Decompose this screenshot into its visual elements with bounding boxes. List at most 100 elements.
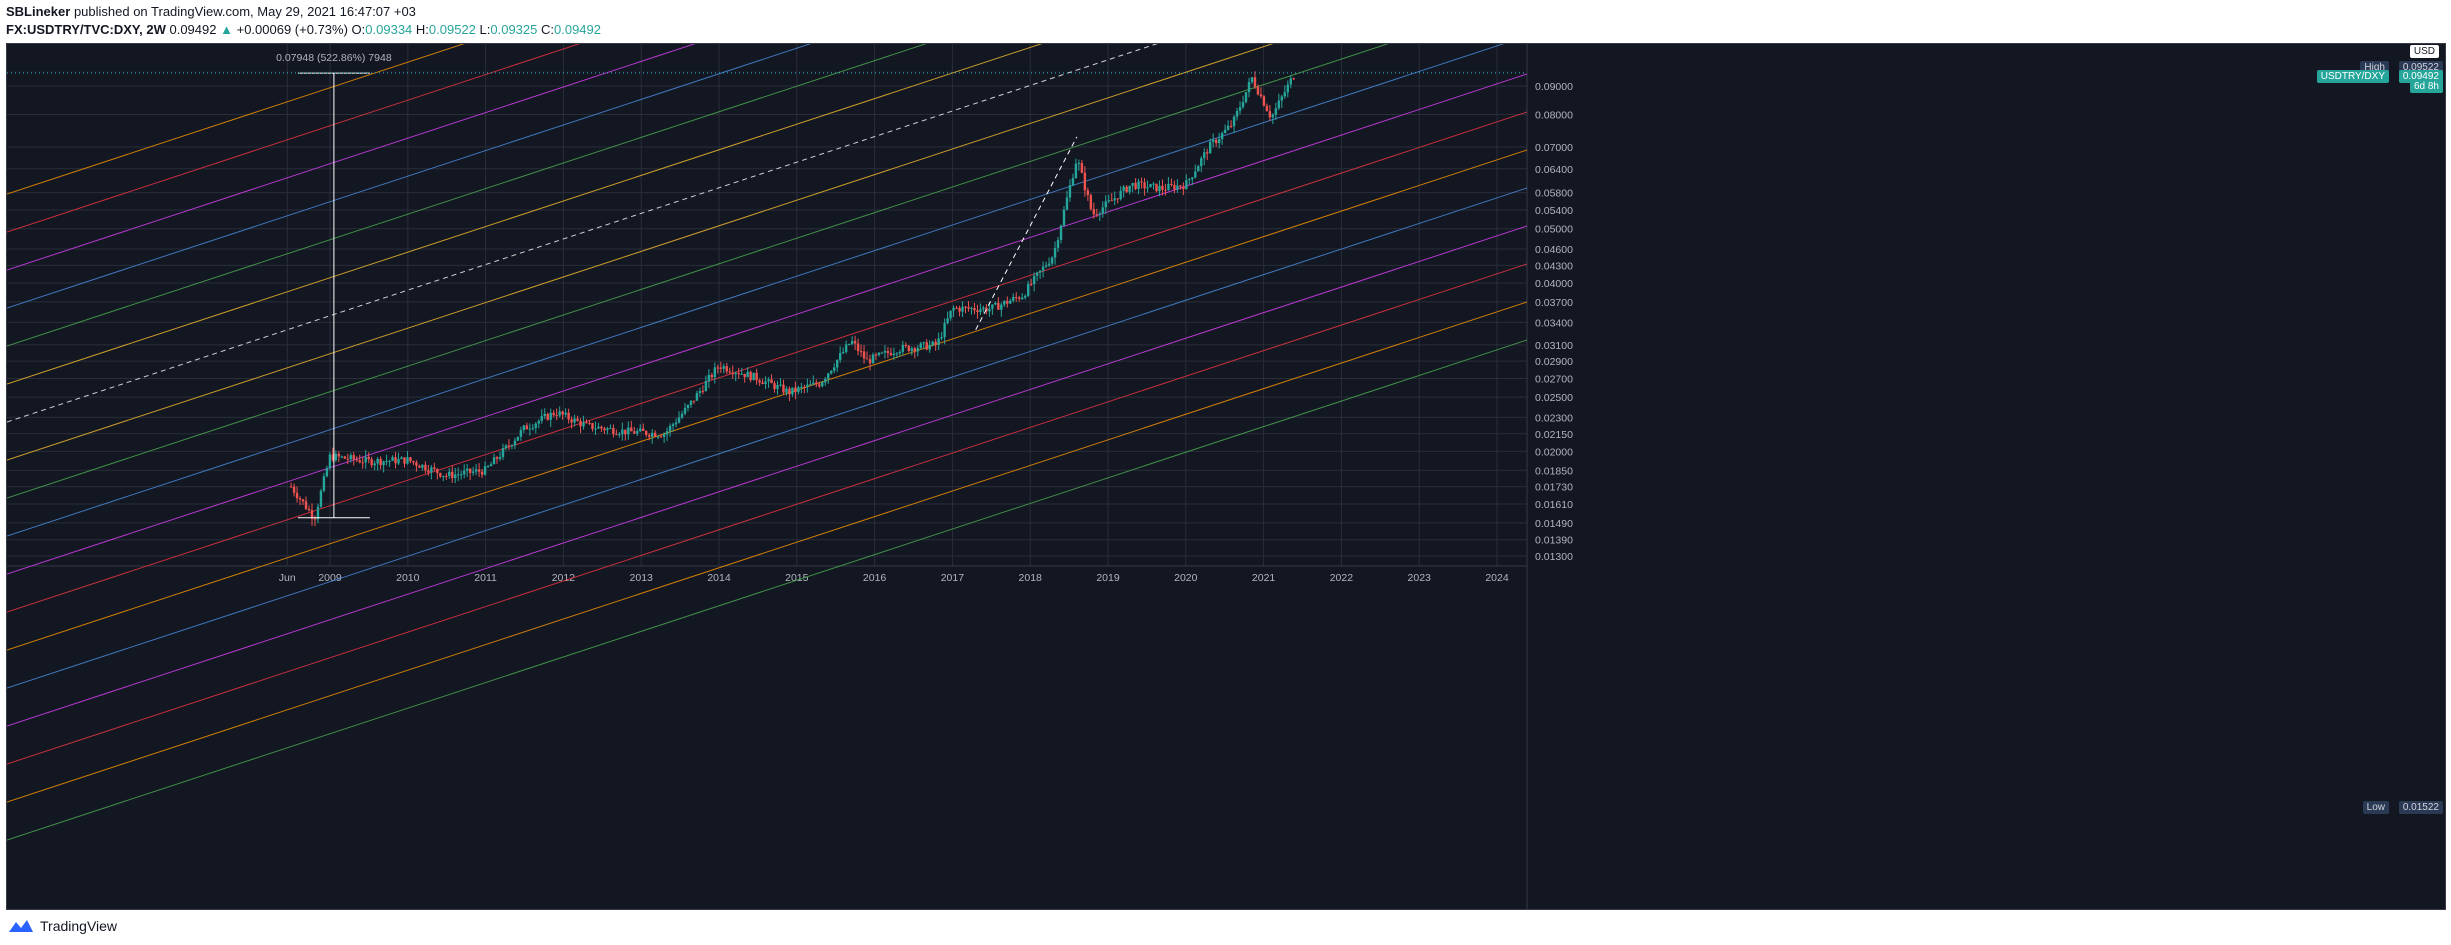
candle-body xyxy=(1095,214,1099,216)
price-chart[interactable]: 0.09000 0.08000 0.07000 0.06400 0.05800 0.054… xyxy=(7,44,2445,909)
candle-body xyxy=(552,412,555,416)
candle-body xyxy=(468,468,472,473)
candle-body xyxy=(988,308,991,312)
candle-body xyxy=(370,459,373,466)
regression-channel-line xyxy=(7,187,1528,689)
candle-body xyxy=(773,383,776,390)
candle-body xyxy=(1209,141,1212,154)
candle-body xyxy=(1116,198,1119,200)
candle-body xyxy=(504,445,508,449)
candle-body xyxy=(555,415,558,417)
high-value: 0.09522 xyxy=(428,22,476,37)
candle-body xyxy=(689,400,693,405)
candle-body xyxy=(895,353,899,355)
candle-body xyxy=(388,460,391,462)
price-axis-label: 0.09000 xyxy=(1535,81,1573,93)
price-change: +0.00069 (+0.73%) xyxy=(236,22,348,37)
candle-body xyxy=(436,468,439,474)
candle-body xyxy=(582,422,585,427)
candle-body xyxy=(633,431,636,434)
candle-body xyxy=(1286,84,1289,93)
price-axis-label: 0.02700 xyxy=(1535,373,1573,385)
candle-body xyxy=(376,458,379,464)
candle-body xyxy=(1038,270,1042,273)
candle-body xyxy=(418,465,421,468)
candle-body xyxy=(731,372,734,375)
candle-body xyxy=(1026,283,1030,296)
candle-body xyxy=(898,351,902,354)
candle-body xyxy=(1188,179,1191,181)
candle-body xyxy=(913,348,916,352)
candle-body xyxy=(835,359,839,368)
price-axis-label: 0.02500 xyxy=(1535,392,1573,404)
candle-body xyxy=(486,466,490,468)
time-axis-label: 2023 xyxy=(1408,572,1432,584)
candle-body xyxy=(355,459,358,461)
candle-body xyxy=(880,352,884,354)
candle-body xyxy=(1277,100,1281,109)
candle-body xyxy=(767,379,770,382)
symbol-name[interactable]: FX:USDTRY/TVC:DXY, 2W xyxy=(6,22,166,37)
candle-body xyxy=(1029,283,1033,285)
candle-body xyxy=(564,412,567,415)
time-axis-label: 2020 xyxy=(1174,572,1198,584)
candle-body xyxy=(668,425,672,432)
candle-body xyxy=(892,353,896,356)
candle-body xyxy=(847,344,851,346)
price-axis-label: 0.03100 xyxy=(1535,340,1573,352)
candle-body xyxy=(636,431,639,434)
currency-badge[interactable]: USD xyxy=(2409,45,2439,58)
regression-channel-line xyxy=(7,44,927,347)
candle-body xyxy=(543,414,546,417)
candle-body xyxy=(433,467,436,469)
high-label: H: xyxy=(415,22,429,37)
candle-body xyxy=(1140,181,1143,183)
price-axis-label: 0.02150 xyxy=(1535,429,1573,441)
candle-body xyxy=(1006,300,1009,304)
candle-body xyxy=(573,418,576,423)
candle-body xyxy=(477,469,481,472)
footer: TradingView xyxy=(8,918,117,934)
candle-body xyxy=(671,424,675,426)
open-label: O: xyxy=(351,22,366,37)
candle-body xyxy=(925,342,928,350)
candle-body xyxy=(1021,297,1024,300)
candle-body xyxy=(621,429,624,435)
candle-body xyxy=(627,427,630,435)
open-value: 0.09334 xyxy=(365,22,413,37)
candle-body xyxy=(1161,185,1164,190)
candle-body xyxy=(1056,240,1060,249)
candle-body xyxy=(495,457,499,459)
candle-body xyxy=(1089,195,1093,210)
candle-body xyxy=(295,492,299,499)
candle-body xyxy=(480,471,484,475)
candle-body xyxy=(946,318,949,324)
candle-body xyxy=(1200,158,1203,167)
candle-body xyxy=(698,390,702,393)
price-axis-label: 0.01390 xyxy=(1535,535,1573,547)
footer-brand[interactable]: TradingView xyxy=(40,918,118,934)
candle-body xyxy=(991,304,994,309)
candle-body xyxy=(546,414,549,420)
candle-body xyxy=(1229,125,1233,127)
candle-body xyxy=(513,440,517,446)
candle-body xyxy=(645,431,648,435)
author-name[interactable]: SBLineker xyxy=(6,4,71,19)
candle-body xyxy=(531,427,535,429)
time-axis-label: 2016 xyxy=(863,572,887,584)
candle-body xyxy=(704,381,708,392)
candle-body xyxy=(1113,198,1116,201)
candle-body xyxy=(853,340,857,344)
time-axis-label: 2017 xyxy=(941,572,965,584)
candle-body xyxy=(1247,82,1251,93)
candle-body xyxy=(424,464,427,471)
candle-body xyxy=(791,387,794,395)
candle-body xyxy=(961,306,964,312)
candle-body xyxy=(1235,110,1239,117)
candle-body xyxy=(982,307,985,310)
candle-body xyxy=(459,474,463,476)
chart-pane[interactable]: 0.09000 0.08000 0.07000 0.06400 0.05800 0.054… xyxy=(6,43,2446,910)
time-axis-label: 2015 xyxy=(785,572,809,584)
price-axis-label: 0.05000 xyxy=(1535,224,1573,236)
candle-body xyxy=(618,434,621,436)
